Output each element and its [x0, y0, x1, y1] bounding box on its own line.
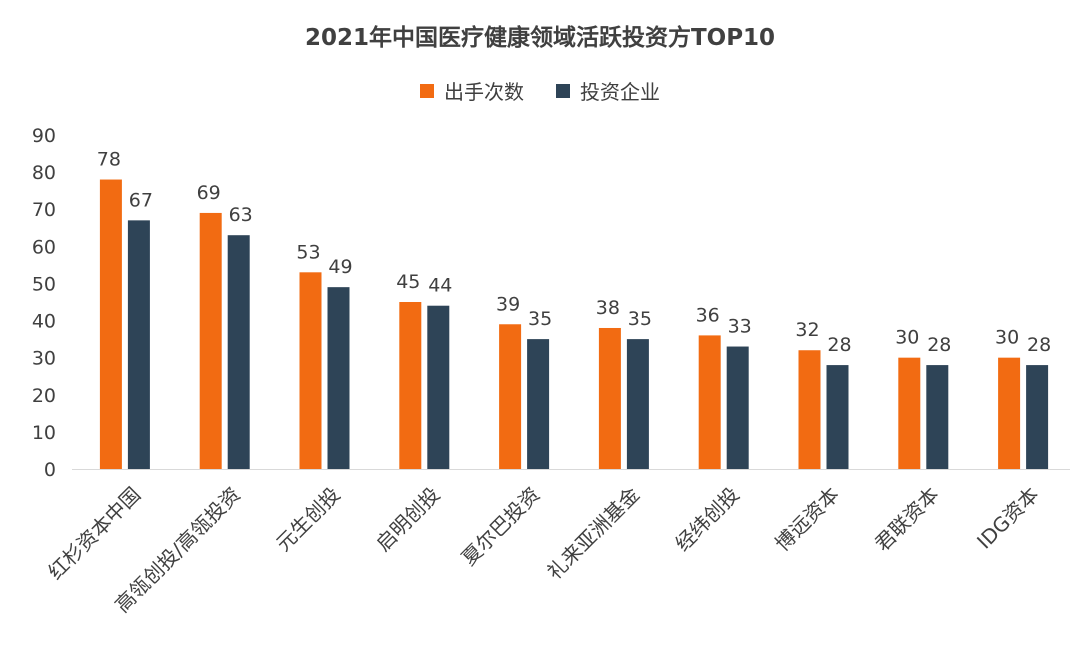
data-label-series1: 38	[596, 297, 620, 319]
x-tick-label: 夏尔巴投资	[457, 482, 545, 570]
y-tick-label: 60	[32, 236, 56, 258]
x-tick-label: 博远资本	[770, 482, 844, 556]
legend-label-series1: 出手次数	[444, 80, 524, 104]
data-label-series2: 63	[229, 204, 253, 226]
data-label-series2: 28	[927, 334, 951, 356]
data-label-series2: 35	[628, 308, 652, 330]
bar-series1	[598, 327, 621, 469]
data-label-series1: 32	[795, 319, 819, 341]
x-tick-label: 启明创投	[371, 482, 445, 556]
data-label-series1: 78	[97, 149, 121, 171]
y-tick-label: 70	[32, 199, 56, 221]
bar-series2	[127, 220, 150, 469]
bar-series1	[698, 335, 721, 469]
x-tick-label: 元生创投	[271, 482, 345, 556]
chart-title: 2021年中国医疗健康领域活跃投资方TOP10	[304, 25, 776, 51]
data-label-series2: 28	[1027, 334, 1051, 356]
data-label-series1: 53	[296, 241, 320, 263]
data-label-series1: 30	[995, 327, 1019, 349]
y-tick-label: 10	[32, 422, 56, 444]
bar-series1	[499, 324, 522, 469]
y-tick-label: 0	[44, 459, 56, 481]
legend-swatch-series1	[420, 83, 434, 98]
bar-series2	[626, 339, 649, 469]
bar-series1	[299, 272, 322, 469]
data-label-series1: 39	[496, 293, 520, 315]
data-label-series2: 44	[428, 275, 452, 297]
y-tick-label: 40	[32, 311, 56, 333]
bar-series2	[527, 339, 550, 469]
y-tick-label: 20	[32, 385, 56, 407]
bar-series1	[898, 357, 921, 469]
data-label-series1: 36	[696, 304, 720, 326]
bar-series1	[998, 357, 1021, 469]
x-tick-label: 礼来亚洲基金	[542, 482, 644, 584]
bar-series1	[99, 179, 122, 470]
data-label-series1: 45	[396, 271, 420, 293]
x-tick-label: 君联资本	[870, 482, 944, 556]
legend-item-series2: 投资企业	[556, 76, 660, 105]
x-tick-label: 经纬创投	[670, 482, 744, 556]
legend-swatch-series2	[556, 83, 570, 98]
data-label-series2: 49	[328, 256, 352, 278]
y-tick-label: 90	[32, 125, 56, 147]
x-tick-label: IDG资本	[972, 482, 1043, 553]
bar-series2	[726, 346, 749, 469]
legend-item-series1: 出手次数	[420, 76, 524, 105]
bar-series1	[399, 302, 422, 469]
bar-series2	[826, 365, 849, 469]
chart-legend: 出手次数 投资企业	[0, 76, 1080, 105]
x-tick-label: 红杉资本中国	[43, 482, 145, 584]
data-label-series2: 28	[827, 334, 851, 356]
data-label-series1: 69	[197, 182, 221, 204]
bar-series1	[798, 350, 821, 469]
y-tick-label: 30	[32, 348, 56, 370]
bar-series2	[427, 305, 450, 469]
bar-series1	[199, 212, 222, 469]
data-label-series2: 67	[129, 189, 153, 211]
bar-series2	[1026, 365, 1049, 469]
data-label-series2: 33	[728, 316, 752, 338]
legend-label-series2: 投资企业	[580, 80, 660, 104]
bar-series2	[327, 287, 350, 469]
bar-series2	[926, 365, 949, 469]
y-tick-label: 50	[32, 273, 56, 295]
y-tick-label: 80	[32, 162, 56, 184]
data-label-series1: 30	[895, 327, 919, 349]
bar-series2	[227, 235, 250, 469]
data-label-series2: 35	[528, 308, 552, 330]
